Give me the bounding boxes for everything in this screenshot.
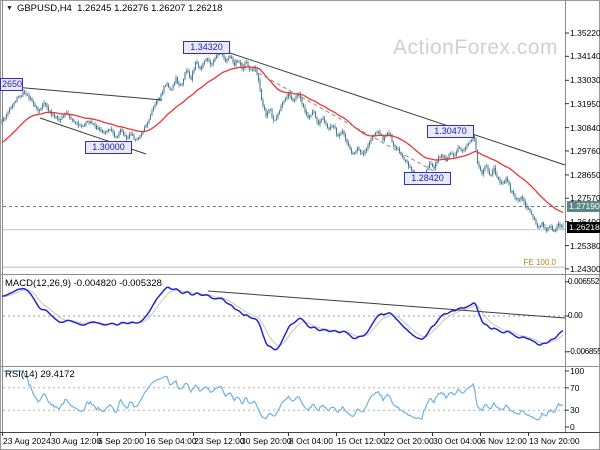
chart-title-bar: ▼ GBPUSD,H4 1.26245 1.26276 1.26207 1.262… bbox=[6, 3, 222, 14]
moving-average-line bbox=[1, 66, 564, 214]
time-axis-tick: 6 Sep 20:00 bbox=[98, 436, 144, 446]
price-axis-tick: 1.26490 bbox=[570, 216, 600, 227]
wedge-upper-trendline[interactable] bbox=[2, 85, 163, 101]
watermark: ActionForex.com bbox=[393, 36, 559, 59]
price-axis-tick: 1.30840 bbox=[570, 122, 600, 133]
price-axis-tick: 1.27570 bbox=[570, 193, 600, 204]
macd-name: MACD(12,26,9) bbox=[5, 278, 71, 289]
macd-axis-tick: 0.00 bbox=[568, 311, 583, 320]
price-annotation-box[interactable]: 1.34320 bbox=[183, 41, 230, 54]
price-annotation-box[interactable]: 2650 bbox=[0, 78, 23, 91]
time-axis-tick: 16 Sep 04:00 bbox=[146, 436, 197, 446]
rsi-axis-tick: 70 bbox=[570, 382, 580, 393]
price-axis-tick: 1.34140 bbox=[570, 51, 600, 62]
price-axis-tick: 1.29760 bbox=[570, 145, 600, 156]
macd-main-line bbox=[1, 286, 564, 351]
time-axis-tick: 15 Oct 12:00 bbox=[337, 436, 386, 446]
rsi-value: 29.4172 bbox=[40, 369, 75, 380]
rsi-line bbox=[2, 370, 564, 421]
main-descending-trendline[interactable] bbox=[220, 49, 566, 166]
ohlc-values: 1.26245 1.26276 1.26207 1.26218 bbox=[77, 3, 223, 14]
projection-dashed-line[interactable] bbox=[227, 55, 447, 179]
time-axis-tick: 30 Sep 20:00 bbox=[241, 436, 292, 446]
fib-extension-label: FE 100.0 bbox=[523, 258, 556, 267]
price-axis-tick: 1.35220 bbox=[570, 28, 600, 38]
rsi-name: RSI(14) bbox=[5, 369, 38, 380]
price-axis-tick: 1.33030 bbox=[570, 75, 600, 86]
price-tag-current: 1.26218 bbox=[567, 222, 600, 234]
symbol-period-label: GBPUSD,H4 bbox=[16, 3, 72, 14]
rsi-axis-tick: 0 bbox=[570, 422, 575, 432]
time-axis-tick: 23 Sep 12:00 bbox=[194, 436, 245, 446]
rsi-axis-tick: 100 bbox=[570, 366, 585, 376]
price-annotation-box[interactable]: 1.28420 bbox=[404, 172, 451, 185]
macd-axis-tick: -0.006855 bbox=[568, 346, 600, 356]
price-annotation-box[interactable]: 1.30470 bbox=[427, 125, 474, 138]
time-axis-tick: 30 Aug 12:00 bbox=[51, 436, 102, 446]
macd-values: -0.004820 -0.005328 bbox=[73, 278, 162, 289]
macd-axis-tick: 0.006552 bbox=[568, 276, 599, 286]
price-axis-tick: 1.25380 bbox=[570, 240, 600, 251]
time-axis-tick: 13 Nov 20:00 bbox=[529, 436, 580, 446]
candlesticks bbox=[1, 49, 564, 233]
price-tag-support: 1.27190 bbox=[567, 201, 600, 213]
rsi-axis-tick: 30 bbox=[570, 405, 580, 416]
macd-descending-trendline[interactable] bbox=[207, 290, 566, 319]
macd-indicator-label: MACD(12,26,9) -0.004820 -0.005328 bbox=[5, 278, 162, 289]
time-axis-tick: 22 Oct 20:00 bbox=[385, 436, 434, 446]
time-axis-tick: 30 Oct 04:00 bbox=[433, 436, 482, 446]
price-axis-tick: 1.28650 bbox=[570, 169, 600, 180]
symbol-dropdown-icon[interactable]: ▼ bbox=[6, 5, 13, 12]
price-annotation-box[interactable]: 1.30000 bbox=[85, 141, 132, 154]
time-axis-tick: 23 Aug 2024 bbox=[3, 436, 51, 446]
price-axis-tick: 1.31950 bbox=[570, 98, 600, 109]
rsi-indicator-label: RSI(14) 29.4172 bbox=[5, 369, 75, 380]
price-axis-tick: 1.24300 bbox=[570, 263, 600, 274]
time-axis-tick: 8 Oct 04:00 bbox=[289, 436, 333, 446]
macd-signal-line bbox=[1, 289, 564, 346]
time-axis-tick: 6 Nov 12:00 bbox=[481, 436, 527, 446]
